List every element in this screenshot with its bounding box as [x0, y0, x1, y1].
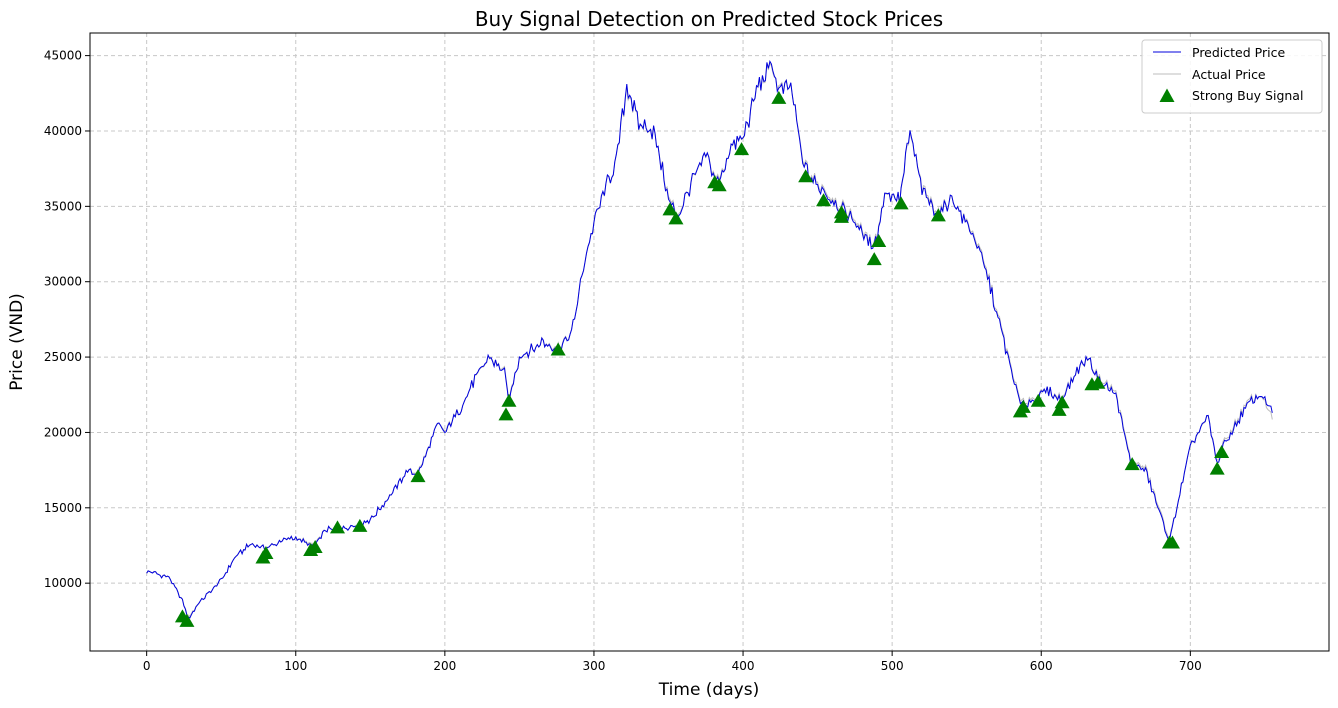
chart-title: Buy Signal Detection on Predicted Stock …: [475, 7, 943, 31]
buy-signal-marker: [871, 234, 887, 248]
x-tick-label: 100: [284, 659, 307, 673]
grid: [90, 33, 1329, 651]
y-tick-label: 45000: [44, 49, 82, 63]
legend-label-predicted: Predicted Price: [1192, 45, 1285, 60]
x-tick-label: 700: [1179, 659, 1202, 673]
x-tick-label: 0: [143, 659, 151, 673]
buy-signal-marker: [798, 169, 814, 183]
actual-price-line: [146, 61, 1273, 618]
y-tick-label: 35000: [44, 199, 82, 213]
buy-signal-marker: [866, 252, 882, 266]
y-axis-title: Price (VND): [7, 293, 27, 391]
buy-signal-marker: [893, 196, 909, 210]
buy-signal-marker: [501, 393, 517, 407]
buy-signal-marker: [833, 205, 849, 219]
buy-signal-marker: [179, 613, 195, 627]
buy-signal-marker: [352, 518, 368, 532]
legend-label-actual: Actual Price: [1192, 67, 1266, 82]
y-tick-label: 40000: [44, 124, 82, 138]
buy-signal-marker: [410, 469, 426, 483]
buy-signal-marker: [771, 90, 787, 104]
y-tick-label: 15000: [44, 501, 82, 515]
x-axis-title: Time (days): [658, 680, 759, 700]
buy-signal-marker: [1090, 375, 1106, 389]
buy-signal-marker: [1209, 461, 1225, 475]
buy-signal-marker: [668, 211, 684, 225]
buy-signal-marker: [1124, 457, 1140, 471]
x-tick-label: 200: [433, 659, 456, 673]
buy-signal-marker: [662, 202, 678, 216]
x-tick-label: 500: [881, 659, 904, 673]
buy-signal-marker: [1164, 535, 1180, 549]
buy-signal-markers: [174, 90, 1230, 627]
buy-signal-marker: [711, 178, 727, 192]
y-tick-label: 30000: [44, 275, 82, 289]
buy-signal-marker: [498, 407, 514, 421]
predicted-price-line: [146, 60, 1273, 619]
buy-signal-marker: [1214, 445, 1230, 459]
buy-signal-marker: [330, 520, 346, 534]
legend-label-signal: Strong Buy Signal: [1192, 88, 1303, 103]
buy-signal-marker: [258, 546, 274, 560]
y-tick-label: 10000: [44, 576, 82, 590]
legend-box: [1141, 39, 1323, 114]
buy-signal-marker: [816, 193, 832, 207]
y-tick-label: 25000: [44, 350, 82, 364]
buy-signal-marker: [550, 342, 566, 356]
y-tick-label: 20000: [44, 425, 82, 439]
legend: Predicted Price Actual Price Strong Buy …: [1141, 39, 1323, 114]
buy-signal-marker: [1015, 399, 1031, 413]
x-tick-label: 300: [582, 659, 605, 673]
plot-area-frame: [89, 32, 1330, 652]
buy-signal-marker: [307, 539, 323, 553]
buy-signal-marker: [1054, 395, 1070, 409]
buy-signal-marker: [930, 208, 946, 222]
buy-signal-marker: [734, 142, 750, 156]
buy-signal-marker: [1030, 393, 1046, 407]
axis-ticks: 0 100 200 300 400 500 600 700 10000 15000 20000 250…: [44, 49, 1202, 673]
buy-signal-marker: [1051, 402, 1067, 416]
x-tick-label: 600: [1030, 659, 1053, 673]
x-tick-label: 400: [732, 659, 755, 673]
legend-swatch-signal: [1159, 88, 1175, 102]
